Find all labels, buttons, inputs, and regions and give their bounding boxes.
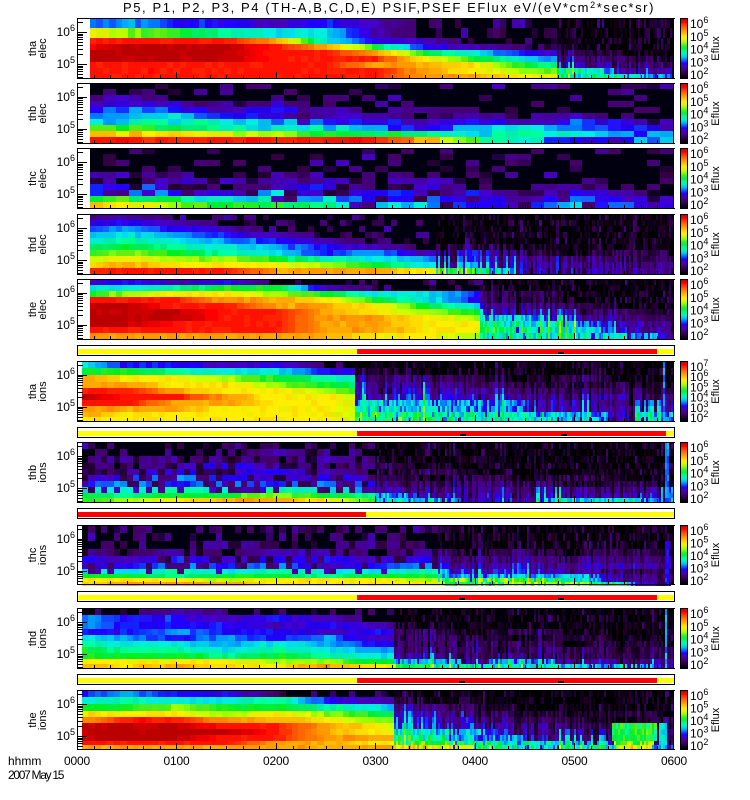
svg-text:ions: ions	[37, 628, 49, 649]
svg-text:P5, P1, P2, P3, P4 (TH-A,B,C,D: P5, P1, P2, P3, P4 (TH-A,B,C,D,E) PSIF,P…	[123, 0, 655, 15]
svg-text:thc: thc	[27, 547, 39, 562]
svg-text:0600: 0600	[661, 754, 687, 768]
svg-text:Eflux: Eflux	[710, 101, 722, 126]
svg-text:elec: elec	[37, 168, 49, 189]
svg-text:thb: thb	[27, 465, 39, 480]
svg-text:Eflux: Eflux	[710, 297, 722, 322]
svg-text:Eflux: Eflux	[710, 460, 722, 485]
svg-text:2007 May 15: 2007 May 15	[8, 768, 65, 782]
svg-text:tha: tha	[27, 40, 39, 56]
svg-text:Eflux: Eflux	[710, 166, 722, 191]
svg-text:0400: 0400	[462, 754, 488, 768]
svg-text:0500: 0500	[562, 754, 588, 768]
svg-text:elec: elec	[37, 234, 49, 255]
svg-text:thd: thd	[27, 237, 39, 252]
svg-text:elec: elec	[37, 103, 49, 124]
svg-text:elec: elec	[37, 299, 49, 320]
svg-text:Eflux: Eflux	[710, 379, 722, 404]
svg-text:0100: 0100	[164, 754, 190, 768]
svg-text:Eflux: Eflux	[710, 232, 722, 257]
svg-text:Eflux: Eflux	[710, 36, 722, 61]
svg-text:Eflux: Eflux	[710, 542, 722, 567]
svg-text:ions: ions	[37, 544, 49, 565]
svg-text:0300: 0300	[363, 754, 389, 768]
svg-text:elec: elec	[37, 38, 49, 59]
svg-text:Eflux: Eflux	[710, 626, 722, 651]
svg-text:ions: ions	[37, 709, 49, 730]
svg-text:ions: ions	[37, 381, 49, 402]
svg-text:thb: thb	[27, 106, 39, 121]
svg-text:0000: 0000	[64, 754, 90, 768]
svg-text:tha: tha	[27, 383, 39, 399]
svg-text:Eflux: Eflux	[710, 707, 722, 732]
svg-text:thd: thd	[27, 631, 39, 646]
svg-text:0200: 0200	[263, 754, 289, 768]
svg-text:thc: thc	[27, 171, 39, 186]
svg-text:ions: ions	[37, 462, 49, 483]
svg-text:the: the	[27, 302, 39, 317]
svg-text:hhmm: hhmm	[8, 754, 41, 768]
svg-text:the: the	[27, 712, 39, 727]
